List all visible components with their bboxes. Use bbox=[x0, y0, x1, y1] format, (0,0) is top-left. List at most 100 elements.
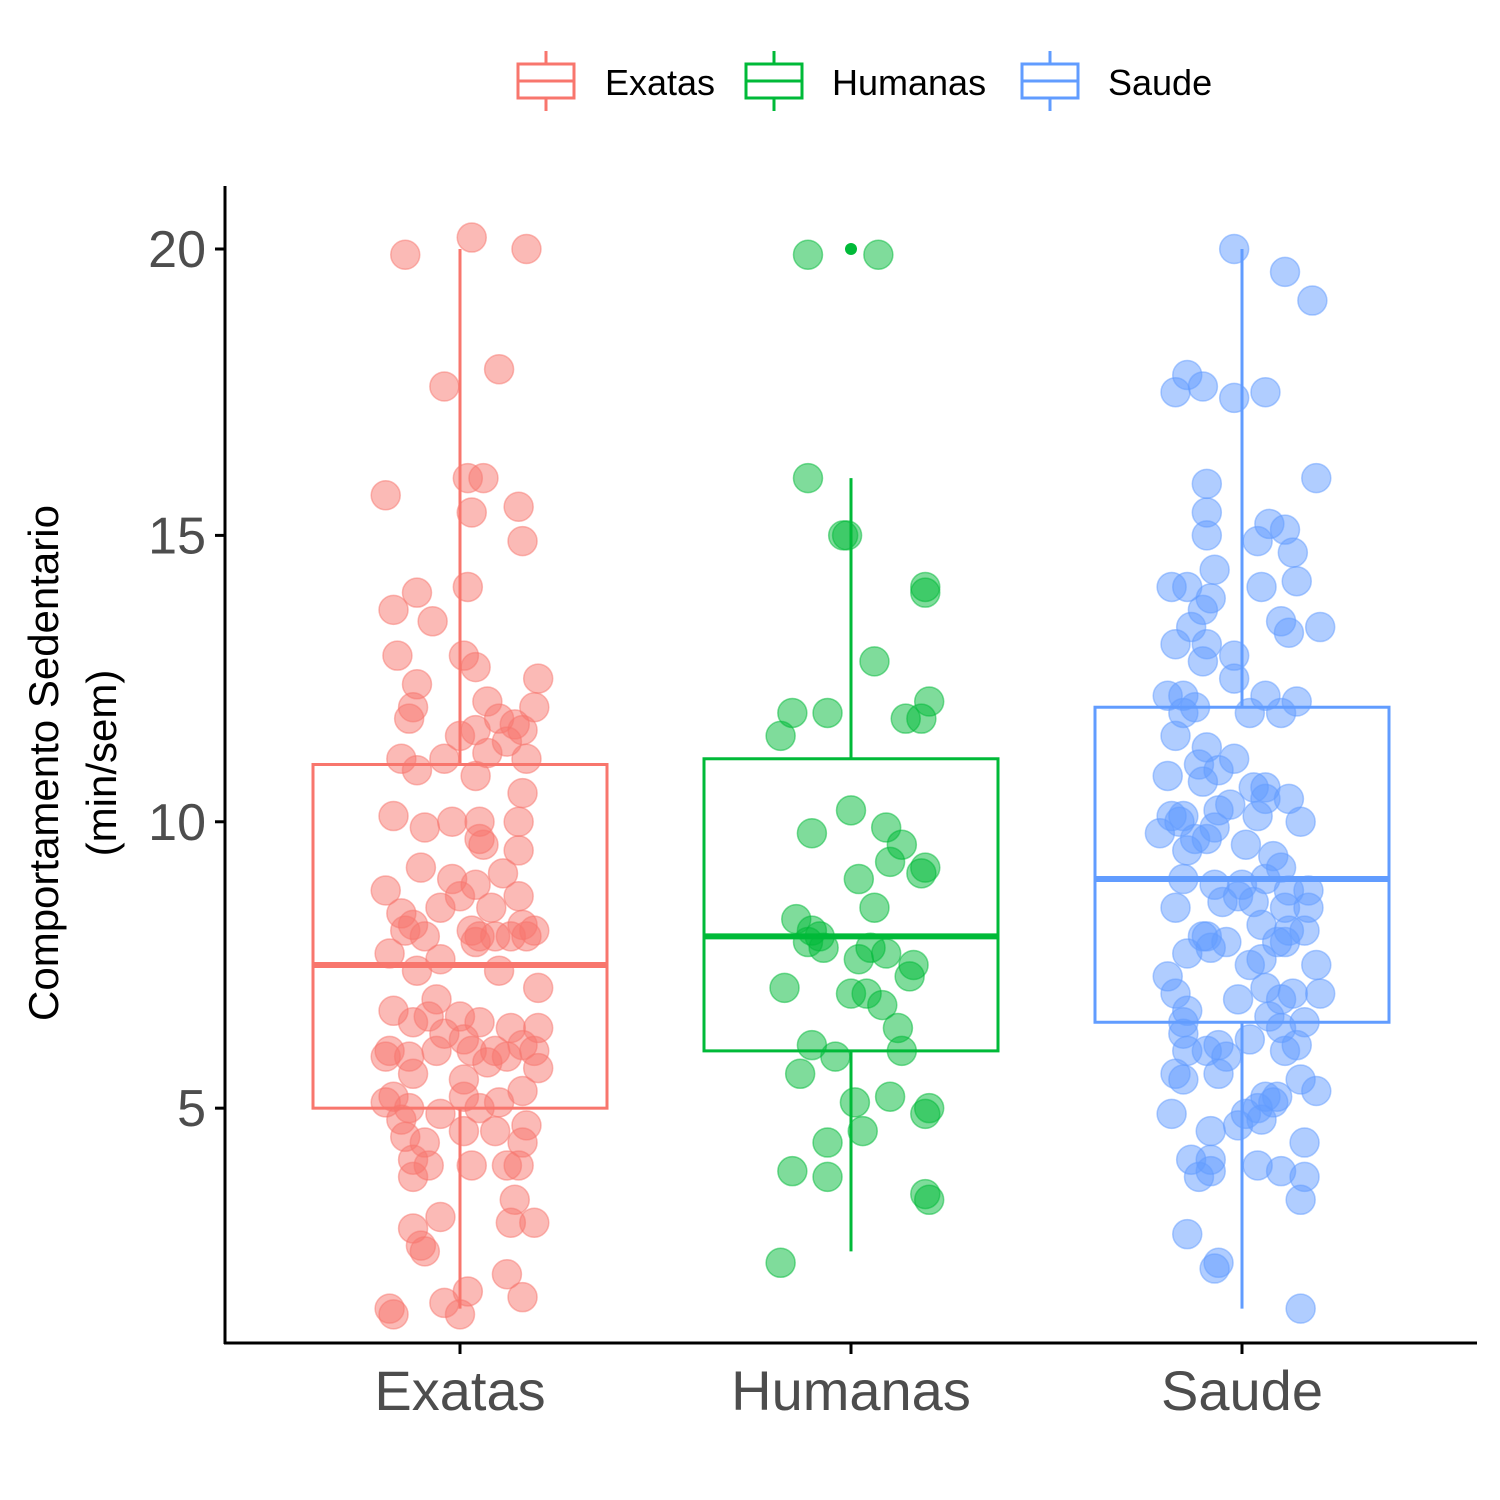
data-point-exatas bbox=[374, 938, 405, 969]
data-point-saude bbox=[1250, 376, 1281, 408]
data-point-exatas bbox=[421, 1035, 452, 1067]
data-point-humanas bbox=[765, 720, 796, 752]
legend-item-exatas: Exatas bbox=[516, 51, 715, 111]
legend: Exatas Humanas Saude bbox=[516, 51, 1212, 111]
data-point-exatas bbox=[409, 812, 441, 843]
data-point-exatas bbox=[382, 640, 413, 671]
data-point-humanas bbox=[894, 961, 925, 992]
data-point-saude bbox=[1285, 1184, 1316, 1216]
data-point-exatas bbox=[464, 1092, 495, 1124]
data-point-exatas bbox=[409, 1236, 441, 1267]
data-point-exatas bbox=[405, 852, 437, 883]
data-point-exatas bbox=[476, 892, 507, 923]
data-point-humanas bbox=[886, 1035, 918, 1067]
data-point-saude bbox=[1301, 949, 1332, 981]
box-iqr bbox=[702, 757, 1000, 1053]
data-point-saude bbox=[1242, 800, 1273, 832]
x-tick-label: Exatas bbox=[374, 1359, 545, 1422]
data-point-exatas bbox=[487, 858, 519, 889]
data-point-exatas bbox=[390, 239, 421, 270]
data-point-humanas bbox=[831, 520, 863, 551]
y-tick-label: 10 bbox=[148, 794, 206, 852]
data-point-exatas bbox=[456, 222, 487, 253]
data-point-exatas bbox=[417, 606, 448, 637]
data-point-exatas bbox=[503, 880, 534, 912]
data-point-saude bbox=[1191, 520, 1223, 551]
data-point-saude bbox=[1191, 468, 1223, 500]
data-point-saude bbox=[1301, 1075, 1332, 1107]
data-point-exatas bbox=[370, 480, 401, 511]
data-point-humanas bbox=[839, 1087, 871, 1118]
data-point-exatas bbox=[397, 1006, 429, 1038]
data-point-exatas bbox=[456, 497, 487, 528]
data-point-humanas bbox=[859, 646, 890, 677]
data-point-exatas bbox=[425, 1098, 456, 1130]
data-point-humanas bbox=[863, 239, 894, 270]
data-point-exatas bbox=[479, 1115, 511, 1147]
data-point-exatas bbox=[472, 1047, 503, 1078]
legend-label: Exatas bbox=[605, 62, 715, 103]
data-point-humanas bbox=[847, 1115, 878, 1147]
data-point-saude bbox=[1234, 697, 1266, 729]
data-point-saude bbox=[1289, 1127, 1320, 1158]
data-point-exatas bbox=[370, 1041, 401, 1072]
data-point-exatas bbox=[522, 1052, 554, 1084]
y-tick-label: 15 bbox=[148, 507, 206, 565]
data-point-saude bbox=[1160, 376, 1191, 408]
data-point-saude bbox=[1273, 617, 1305, 649]
data-point-saude bbox=[1269, 256, 1301, 288]
data-point-exatas bbox=[397, 1161, 429, 1193]
data-point-humanas bbox=[792, 239, 824, 270]
data-point-exatas bbox=[495, 1207, 527, 1238]
data-point-exatas bbox=[456, 1150, 487, 1181]
data-point-exatas bbox=[507, 777, 538, 809]
y-axis-title-unit: (min/sem) bbox=[78, 670, 125, 857]
data-point-exatas bbox=[483, 955, 515, 986]
data-point-exatas bbox=[378, 594, 409, 626]
data-point-exatas bbox=[378, 800, 409, 832]
data-point-saude bbox=[1265, 697, 1297, 729]
data-point-saude bbox=[1218, 663, 1250, 694]
data-point-exatas bbox=[378, 1299, 409, 1330]
legend-item-saude: Saude bbox=[1020, 51, 1212, 111]
data-point-saude bbox=[1304, 978, 1336, 1009]
data-point-saude bbox=[1172, 1218, 1203, 1250]
data-point-exatas bbox=[503, 835, 534, 866]
data-point-saude bbox=[1246, 571, 1277, 603]
data-point-exatas bbox=[409, 921, 441, 952]
data-point-exatas bbox=[503, 1150, 534, 1181]
data-point-humanas bbox=[796, 817, 828, 849]
data-point-humanas bbox=[784, 1058, 816, 1090]
y-tick-label: 5 bbox=[177, 1080, 206, 1138]
data-point-humanas bbox=[913, 1184, 945, 1216]
data-point-saude bbox=[1187, 371, 1219, 402]
points-layer bbox=[370, 222, 1336, 1330]
data-point-exatas bbox=[397, 1058, 429, 1090]
data-point-humanas bbox=[910, 577, 941, 608]
data-point-saude bbox=[1160, 720, 1191, 752]
data-point-exatas bbox=[401, 577, 433, 608]
data-point-humanas bbox=[835, 795, 867, 826]
data-point-exatas bbox=[507, 1281, 538, 1313]
data-point-humanas bbox=[859, 892, 890, 923]
data-point-saude bbox=[1187, 646, 1219, 677]
data-point-exatas bbox=[448, 1115, 480, 1147]
data-point-saude bbox=[1168, 863, 1199, 895]
data-point-exatas bbox=[444, 720, 476, 752]
legend-item-humanas: Humanas bbox=[744, 51, 986, 111]
data-point-humanas bbox=[820, 1041, 851, 1072]
data-point-saude bbox=[1301, 462, 1332, 494]
data-point-saude bbox=[1285, 1293, 1316, 1324]
data-point-exatas bbox=[429, 743, 460, 775]
data-point-exatas bbox=[468, 829, 499, 860]
x-tick-label: Saude bbox=[1161, 1359, 1323, 1422]
data-point-saude bbox=[1195, 1115, 1226, 1147]
data-point-saude bbox=[1242, 525, 1273, 557]
data-point-saude bbox=[1172, 938, 1203, 969]
data-point-saude bbox=[1187, 766, 1219, 797]
data-point-exatas bbox=[429, 371, 460, 402]
data-point-humanas bbox=[812, 1127, 843, 1158]
data-point-exatas bbox=[460, 926, 491, 958]
data-point-humanas bbox=[867, 989, 898, 1021]
data-point-exatas bbox=[507, 525, 538, 557]
